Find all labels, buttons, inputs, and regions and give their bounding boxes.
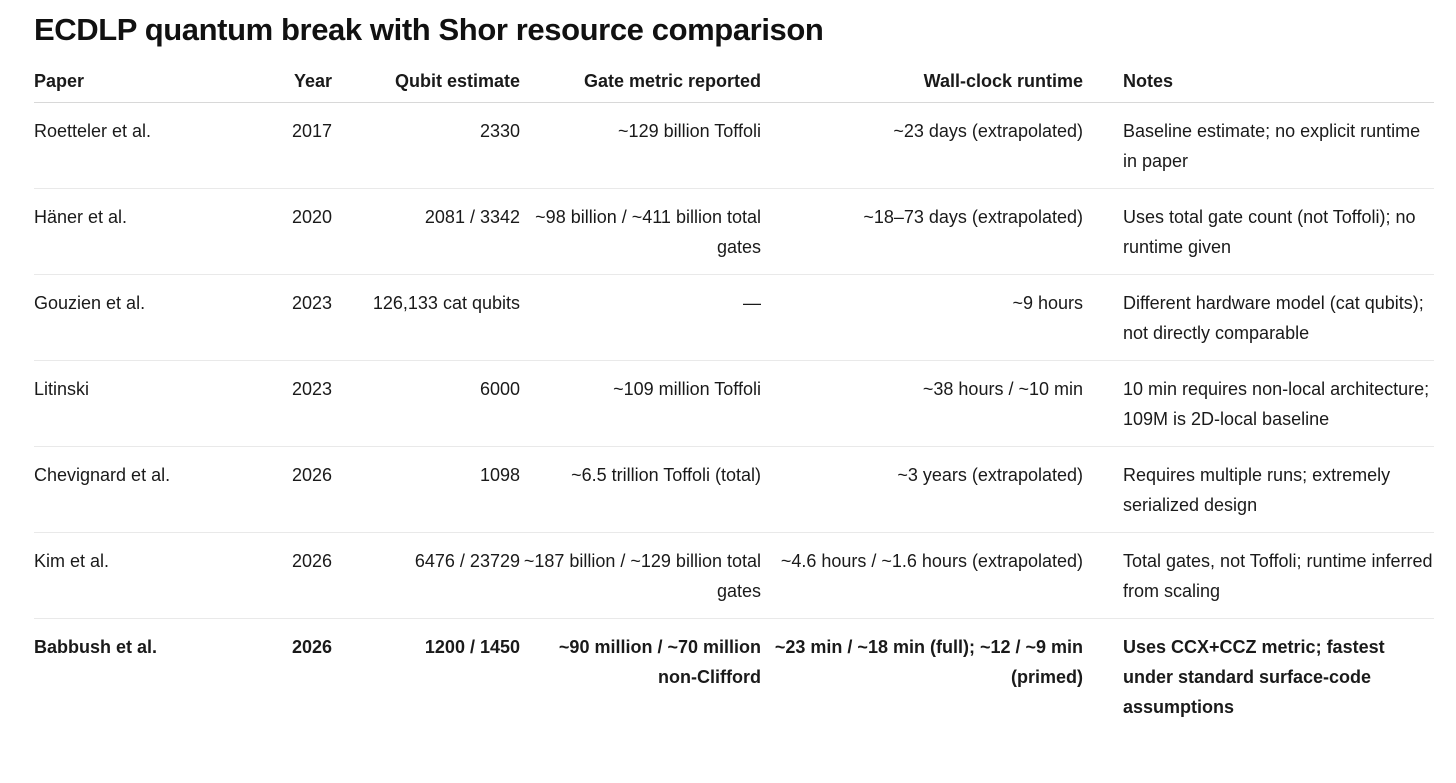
cell-year: 2026	[291, 637, 332, 657]
cell-year: 2020	[219, 188, 332, 275]
cell-gate-metric: ~98 billion / ~411 billion total gates	[520, 188, 761, 275]
cell-qubit-estimate: 6476 / 23729	[332, 532, 520, 619]
cell-paper: Babbush et al.	[34, 637, 158, 657]
cell-gate-metric: ~90 million / ~70 million non-Clifford	[558, 637, 761, 687]
article-content: ECDLP quantum break with Shor resource c…	[34, 0, 1434, 734]
cell-gate-metric: —	[520, 274, 761, 361]
comparison-table: Paper Year Qubit estimate Gate metric re…	[34, 63, 1434, 734]
table-row: Chevignard et al. 2026 1098 ~6.5 trillio…	[34, 446, 1434, 533]
cell-notes: Baseline estimate; no explicit runtime i…	[1083, 102, 1434, 189]
cell-gate-metric: ~6.5 trillion Toffoli (total)	[520, 446, 761, 533]
cell-qubit-estimate: 126,133 cat qubits	[332, 274, 520, 361]
cell-wall-clock-runtime: ~4.6 hours / ~1.6 hours (extrapolated)	[761, 532, 1083, 619]
header-paper: Paper	[34, 63, 219, 103]
cell-paper: Roetteler et al.	[34, 102, 219, 189]
cell-paper: Chevignard et al.	[34, 446, 219, 533]
cell-wall-clock-runtime: ~38 hours / ~10 min	[761, 360, 1083, 447]
cell-gate-metric: ~187 billion / ~129 billion total gates	[520, 532, 761, 619]
cell-qubit-estimate: 1200 / 1450	[424, 637, 520, 657]
cell-notes: 10 min requires non-local architecture; …	[1083, 360, 1434, 447]
page-title: ECDLP quantum break with Shor resource c…	[34, 12, 824, 47]
cell-year: 2023	[219, 274, 332, 361]
cell-wall-clock-runtime: ~9 hours	[761, 274, 1083, 361]
cell-wall-clock-runtime: ~3 years (extrapolated)	[761, 446, 1083, 533]
cell-qubit-estimate: 2081 / 3342	[332, 188, 520, 275]
cell-wall-clock-runtime: ~23 min / ~18 min (full); ~12 / ~9 min (…	[774, 637, 1083, 687]
cell-notes: Requires multiple runs; extremely serial…	[1083, 446, 1434, 533]
cell-qubit-estimate: 1098	[332, 446, 520, 533]
cell-gate-metric: ~109 million Toffoli	[520, 360, 761, 447]
header-qubit-estimate: Qubit estimate	[332, 63, 520, 103]
cell-gate-metric: ~129 billion Toffoli	[520, 102, 761, 189]
cell-year: 2026	[219, 532, 332, 619]
cell-year: 2017	[219, 102, 332, 189]
cell-wall-clock-runtime: ~18–73 days (extrapolated)	[761, 188, 1083, 275]
header-wall-clock-runtime: Wall-clock runtime	[761, 63, 1083, 103]
table-row: Häner et al. 2020 2081 / 3342 ~98 billio…	[34, 188, 1434, 275]
cell-wall-clock-runtime: ~23 days (extrapolated)	[761, 102, 1083, 189]
table-header-row: Paper Year Qubit estimate Gate metric re…	[34, 63, 1434, 103]
table-row: Roetteler et al. 2017 2330 ~129 billion …	[34, 102, 1434, 189]
cell-notes: Total gates, not Toffoli; runtime inferr…	[1083, 532, 1434, 619]
cell-paper: Kim et al.	[34, 532, 219, 619]
cell-qubit-estimate: 2330	[332, 102, 520, 189]
cell-qubit-estimate: 6000	[332, 360, 520, 447]
table-row: Gouzien et al. 2023 126,133 cat qubits —…	[34, 274, 1434, 361]
cell-notes: Uses CCX+CCZ metric; fastest under stand…	[1123, 637, 1385, 717]
cell-paper: Häner et al.	[34, 188, 219, 275]
cell-year: 2026	[219, 446, 332, 533]
table-row-highlighted: Babbush et al. 2026 1200 / 1450 ~90 mill…	[34, 619, 1434, 735]
header-gate-metric: Gate metric reported	[520, 63, 761, 103]
cell-paper: Litinski	[34, 360, 219, 447]
table-row: Kim et al. 2026 6476 / 23729 ~187 billio…	[34, 532, 1434, 619]
cell-year: 2023	[219, 360, 332, 447]
table-row: Litinski 2023 6000 ~109 million Toffoli …	[34, 360, 1434, 447]
cell-notes: Uses total gate count (not Toffoli); no …	[1083, 188, 1434, 275]
cell-notes: Different hardware model (cat qubits); n…	[1083, 274, 1434, 361]
header-year: Year	[219, 63, 332, 103]
header-notes: Notes	[1083, 63, 1434, 103]
cell-paper: Gouzien et al.	[34, 274, 219, 361]
